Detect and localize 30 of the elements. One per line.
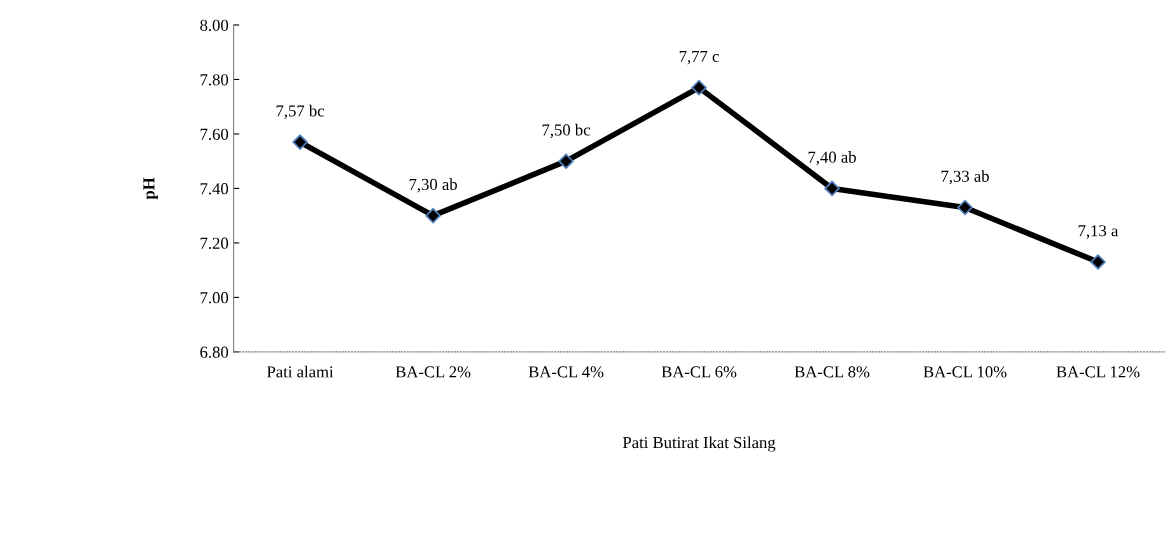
y-tick-label: 7.80: [200, 74, 229, 86]
x-tick-label: BA-CL 4%: [528, 366, 604, 378]
point: [957, 199, 973, 216]
x-tick-label: BA-CL 8%: [794, 366, 870, 378]
data-label: 7,40 ab: [808, 151, 856, 166]
y-tick-label: 6.80: [200, 346, 229, 358]
x-tick-label: BA-CL 12%: [1056, 366, 1140, 378]
y-axis-title: pH: [143, 177, 158, 200]
point: [558, 153, 574, 169]
point: [425, 207, 441, 224]
x-tick-label: BA-CL 6%: [661, 366, 737, 378]
data-label: 7,77 c: [679, 50, 719, 65]
data-label: 7,57 bc: [276, 104, 325, 119]
data-label: 7,30 ab: [409, 178, 457, 193]
data-label: 7,33 ab: [941, 170, 989, 185]
x-axis-title: Pati Butirat Ikat Silang: [622, 436, 776, 452]
point: [292, 134, 308, 150]
x-tick-label: BA-CL 10%: [923, 366, 1007, 378]
point: [691, 79, 707, 96]
y-tick-label: 7.20: [200, 237, 229, 249]
data-label: 7,50 bc: [542, 123, 591, 138]
data-label: 7,13 a: [1078, 225, 1119, 239]
point: [1090, 254, 1106, 270]
y-tick-label: 7.40: [200, 183, 229, 195]
y-tick-label: 8.00: [200, 19, 229, 31]
x-tick-label: BA-CL 2%: [395, 366, 471, 378]
point: [824, 180, 840, 197]
x-tick-label: Pati alami: [267, 365, 334, 378]
y-tick-label: 7.00: [200, 292, 229, 304]
y-tick-label: 7.60: [200, 128, 229, 140]
